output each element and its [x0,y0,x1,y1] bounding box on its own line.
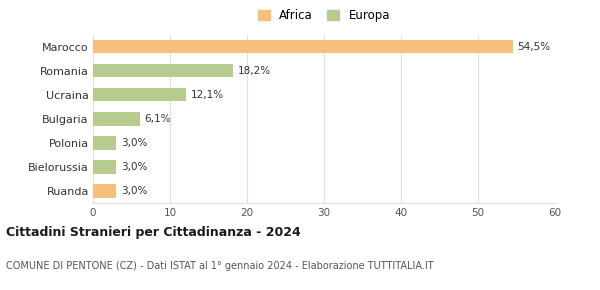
Legend: Africa, Europa: Africa, Europa [254,6,394,26]
Text: 54,5%: 54,5% [517,42,550,52]
Text: 18,2%: 18,2% [238,66,271,76]
Text: 3,0%: 3,0% [121,138,147,148]
Bar [93,88,186,102]
Bar [93,64,233,77]
Bar [93,40,512,53]
Bar [93,184,116,197]
Text: 3,0%: 3,0% [121,186,147,196]
Bar [93,112,140,126]
Text: COMUNE DI PENTONE (CZ) - Dati ISTAT al 1° gennaio 2024 - Elaborazione TUTTITALIA: COMUNE DI PENTONE (CZ) - Dati ISTAT al 1… [6,261,434,271]
Text: Cittadini Stranieri per Cittadinanza - 2024: Cittadini Stranieri per Cittadinanza - 2… [6,226,301,239]
Bar [93,136,116,150]
Bar [93,160,116,173]
Text: 3,0%: 3,0% [121,162,147,172]
Text: 12,1%: 12,1% [191,90,224,100]
Text: 6,1%: 6,1% [145,114,171,124]
